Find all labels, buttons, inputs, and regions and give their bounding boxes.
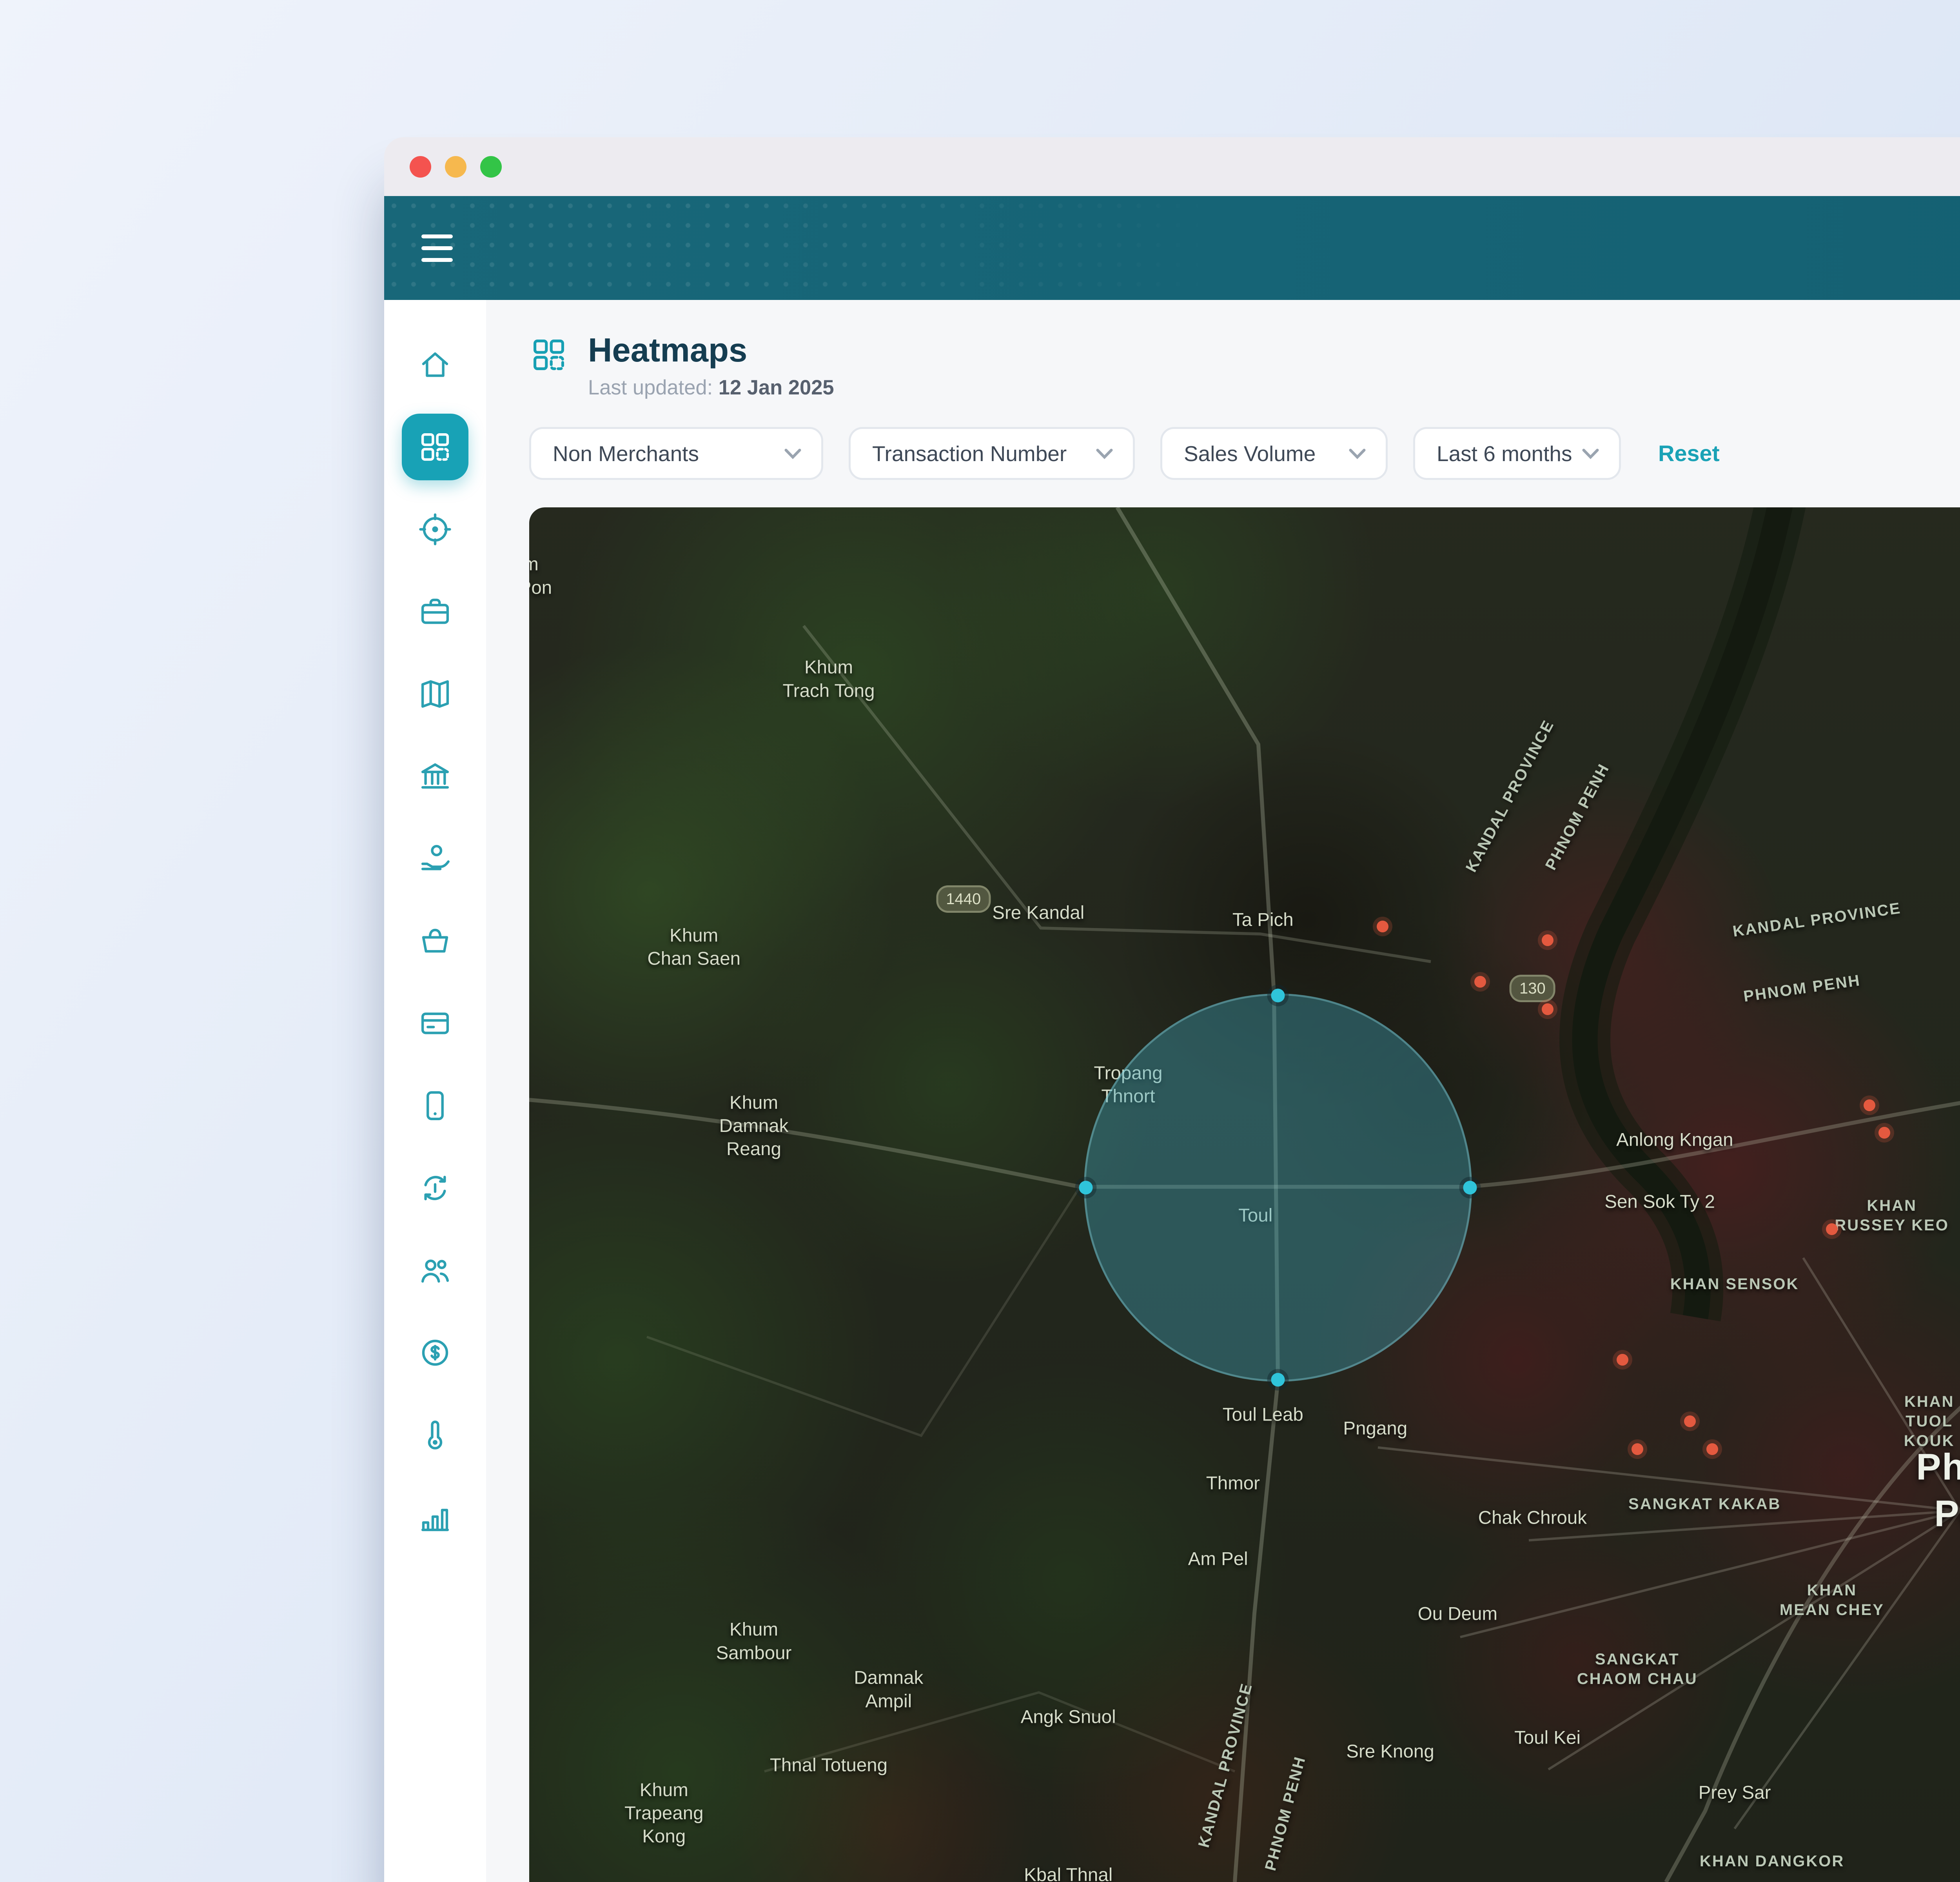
chevron-down-icon xyxy=(1582,448,1599,460)
radius-selection-circle[interactable] xyxy=(1084,994,1472,1382)
desktop-background: Veasna K. Head of Digital Design Heatmap… xyxy=(0,0,1960,1882)
filter-dropdown-3[interactable]: Last 6 months xyxy=(1413,427,1621,480)
sidebar-nav xyxy=(384,300,486,1882)
filter-bar: Non Merchants Transaction Number Sales Vol… xyxy=(529,427,1960,480)
basket-icon xyxy=(417,923,453,959)
main-column: Heatmaps Last updated: 12 Jan 2025 Non M… xyxy=(486,300,1960,1882)
filter-dropdown-0[interactable]: Non Merchants xyxy=(529,427,823,480)
page-header: Heatmaps Last updated: 12 Jan 2025 xyxy=(529,331,1960,400)
merchant-location-dot xyxy=(1632,1443,1643,1455)
maximize-window-button[interactable] xyxy=(480,156,502,178)
minimize-window-button[interactable] xyxy=(445,156,466,178)
money-transfer-icon xyxy=(417,1170,453,1206)
chevron-down-icon xyxy=(1096,448,1113,460)
dollar-icon xyxy=(417,1335,453,1370)
bank-icon xyxy=(417,759,453,794)
chevron-down-icon xyxy=(784,448,802,460)
thermometer-icon xyxy=(417,1417,453,1453)
sidebar-item-basket[interactable] xyxy=(402,908,468,974)
sidebar-item-heatmaps[interactable] xyxy=(402,414,468,480)
sidebar-item-mobile[interactable] xyxy=(402,1072,468,1139)
dropdown-selected-value: Transaction Number xyxy=(872,441,1067,466)
mobile-icon xyxy=(417,1088,453,1123)
filter-dropdowns: Non Merchants Transaction Number Sales Vol… xyxy=(529,427,1621,480)
users-icon xyxy=(417,1253,453,1288)
map-book-icon xyxy=(417,676,453,712)
chevron-down-icon xyxy=(1348,448,1366,460)
merchant-location-dot xyxy=(1474,976,1486,988)
heatmaps-icon xyxy=(417,429,453,465)
merchant-location-dot xyxy=(1542,934,1553,946)
radius-handle-south[interactable] xyxy=(1271,1373,1285,1387)
home-icon xyxy=(417,347,453,382)
merchant-location-dot xyxy=(1864,1099,1875,1111)
page-title: Heatmaps xyxy=(588,331,834,370)
sidebar-item-target[interactable] xyxy=(402,496,468,563)
close-window-button[interactable] xyxy=(410,156,431,178)
sidebar-item-home[interactable] xyxy=(402,331,468,398)
sidebar-item-money-transfer[interactable] xyxy=(402,1155,468,1221)
dashboard-body: Khum Kbal PonKhum Trach Tong1440Sre Kand… xyxy=(529,507,1960,1882)
filter-dropdown-1[interactable]: Transaction Number xyxy=(849,427,1135,480)
filter-dropdown-2[interactable]: Sales Volume xyxy=(1160,427,1388,480)
radius-handle-north[interactable] xyxy=(1271,989,1285,1003)
merchant-location-dot xyxy=(1617,1354,1628,1366)
hamburger-menu-button[interactable] xyxy=(412,223,463,274)
hand-coin-icon xyxy=(417,841,453,876)
merchant-location-dot xyxy=(1706,1443,1718,1455)
sidebar-item-chart-up[interactable] xyxy=(402,1484,468,1551)
window-titlebar xyxy=(384,137,1960,196)
reset-filters-button[interactable]: Reset xyxy=(1646,441,1731,467)
credit-card-icon xyxy=(417,1006,453,1041)
app-window: Veasna K. Head of Digital Design Heatmap… xyxy=(384,137,1960,1882)
merchant-location-dot xyxy=(1826,1223,1838,1235)
merchant-location-dot xyxy=(1878,1127,1890,1139)
sidebar-item-map-book[interactable] xyxy=(402,661,468,727)
heatmap-map[interactable]: Khum Kbal PonKhum Trach Tong1440Sre Kand… xyxy=(529,507,1960,1882)
sidebar-item-bank[interactable] xyxy=(402,743,468,810)
radius-handle-west[interactable] xyxy=(1079,1181,1093,1195)
briefcase-icon xyxy=(417,594,453,629)
chart-up-icon xyxy=(417,1500,453,1535)
sidebar-item-thermometer[interactable] xyxy=(402,1402,468,1468)
last-updated: Last updated: 12 Jan 2025 xyxy=(588,376,834,400)
content-area: Heatmaps Last updated: 12 Jan 2025 Non M… xyxy=(384,300,1960,1882)
heatmaps-icon xyxy=(529,335,568,382)
merchant-location-dot xyxy=(1542,1003,1553,1015)
sidebar-item-hand-coin[interactable] xyxy=(402,825,468,892)
radius-handle-east[interactable] xyxy=(1463,1181,1477,1195)
app-header: Veasna K. Head of Digital Design xyxy=(384,196,1960,300)
merchant-location-dot xyxy=(1377,921,1388,932)
sidebar-item-users[interactable] xyxy=(402,1237,468,1304)
target-icon xyxy=(417,512,453,547)
dropdown-selected-value: Sales Volume xyxy=(1184,441,1316,466)
merchant-location-dot xyxy=(1684,1415,1696,1427)
sidebar-item-briefcase[interactable] xyxy=(402,578,468,645)
dropdown-selected-value: Non Merchants xyxy=(553,441,699,466)
sidebar-item-dollar[interactable] xyxy=(402,1319,468,1386)
dropdown-selected-value: Last 6 months xyxy=(1437,441,1572,466)
sidebar-item-credit-card[interactable] xyxy=(402,990,468,1057)
